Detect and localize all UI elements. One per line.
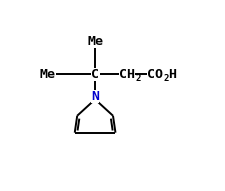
Text: CH: CH	[119, 67, 135, 81]
Text: C: C	[91, 67, 99, 81]
Text: CO: CO	[147, 67, 163, 81]
Text: N: N	[91, 90, 99, 103]
Text: H: H	[168, 67, 176, 81]
Text: Me: Me	[40, 67, 56, 81]
Text: Me: Me	[87, 35, 103, 48]
Text: 2: 2	[164, 74, 169, 83]
Text: 2: 2	[136, 74, 141, 83]
